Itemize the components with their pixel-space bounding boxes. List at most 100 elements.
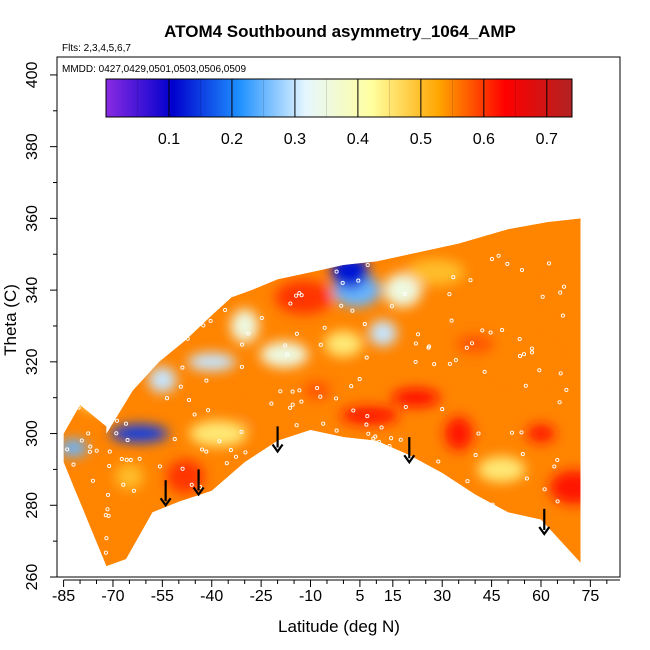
sample-point	[321, 421, 326, 426]
sample-point	[402, 291, 407, 297]
arrow-head	[538, 526, 551, 536]
sample-point	[312, 480, 317, 485]
sample-point	[357, 377, 362, 382]
field-cell	[444, 416, 473, 451]
field-cell	[189, 420, 248, 447]
colorbar-tick-label: 0.5	[410, 131, 432, 148]
sample-point	[63, 408, 66, 413]
sample-point	[103, 513, 108, 518]
sample-point	[267, 470, 272, 475]
sample-point	[123, 282, 128, 288]
sample-point	[408, 508, 413, 513]
x-tick-label: 45	[483, 588, 501, 605]
sample-point	[227, 508, 232, 513]
sample-point	[233, 454, 239, 459]
x-tick-label: -10	[299, 588, 322, 605]
sample-point	[298, 262, 303, 267]
sample-point	[379, 425, 384, 430]
sample-point	[217, 439, 222, 444]
sample-point	[454, 493, 459, 498]
sample-point	[496, 253, 501, 258]
sample-point	[440, 407, 445, 412]
sample-point	[186, 397, 192, 403]
sample-point	[123, 421, 129, 426]
field-cell	[110, 424, 169, 443]
sample-point	[340, 280, 345, 285]
sample-point	[315, 528, 320, 533]
colorbar-tick-label: 0.3	[284, 131, 306, 148]
x-axis: -85 -70 -55 -40 -25 -10 5 15 30 45 60 75	[52, 579, 620, 605]
sample-point	[470, 515, 475, 520]
sample-point	[521, 352, 527, 357]
sample-point	[365, 262, 370, 268]
sample-point	[447, 292, 452, 297]
sample-point	[403, 404, 408, 410]
sample-point	[288, 442, 293, 447]
sample-point	[70, 501, 76, 506]
sample-point	[164, 396, 170, 401]
field-cell	[242, 406, 281, 425]
x-tick-label: 5	[355, 588, 364, 605]
field-cell	[495, 344, 554, 379]
sample-point	[496, 528, 501, 533]
sample-point	[308, 430, 313, 435]
sample-point	[401, 533, 406, 538]
sample-point	[76, 385, 81, 390]
sample-point	[140, 321, 146, 326]
sample-point	[294, 529, 299, 534]
sample-point	[482, 369, 487, 374]
sample-point	[517, 354, 523, 359]
y-tick-label: 380	[24, 133, 41, 160]
sample-point	[398, 437, 403, 442]
sample-point	[172, 437, 177, 442]
x-tick-label: -85	[52, 588, 75, 605]
sample-point	[165, 335, 170, 340]
sample-point	[201, 323, 206, 328]
sample-point	[389, 436, 394, 441]
sample-point	[322, 325, 327, 330]
chart-title: ATOM4 Southbound asymmetry_1064_AMP	[164, 22, 516, 41]
sample-point	[519, 268, 525, 273]
sample-point	[192, 412, 197, 417]
sample-point	[181, 331, 186, 336]
field-cell	[303, 381, 332, 400]
sample-point	[447, 361, 452, 366]
arrow-head	[271, 443, 284, 454]
field-cell	[63, 438, 88, 457]
sample-point	[366, 431, 371, 436]
sample-point	[426, 345, 431, 350]
sample-point	[558, 290, 563, 295]
sample-point	[561, 284, 567, 289]
sample-point	[149, 256, 154, 261]
sample-point	[416, 332, 421, 337]
sample-point	[291, 486, 296, 491]
sample-point	[208, 318, 213, 323]
sample-point	[468, 278, 473, 283]
sample-point	[103, 550, 108, 555]
sample-point	[65, 447, 70, 452]
x-tick-label: -40	[200, 588, 223, 605]
sample-point	[318, 394, 323, 399]
sample-point	[200, 447, 205, 452]
sample-point	[377, 520, 382, 525]
sample-point	[288, 405, 293, 410]
sample-point	[384, 530, 389, 535]
sample-point	[315, 386, 320, 391]
sample-point	[105, 507, 110, 512]
sample-point	[288, 301, 293, 306]
sample-point	[109, 406, 114, 411]
sample-point	[146, 556, 151, 561]
sample-point	[480, 328, 485, 333]
sample-point	[108, 420, 113, 425]
colorbar-tick-label: 0.1	[158, 131, 180, 148]
sample-point	[74, 509, 79, 515]
field-cell	[406, 259, 465, 286]
sample-point	[334, 428, 339, 433]
field-cell	[148, 366, 177, 393]
sample-point	[294, 293, 299, 298]
sample-point	[301, 480, 306, 485]
sample-point	[294, 331, 299, 336]
sample-point	[389, 304, 394, 309]
sample-point	[185, 267, 190, 272]
sample-point	[530, 350, 535, 355]
